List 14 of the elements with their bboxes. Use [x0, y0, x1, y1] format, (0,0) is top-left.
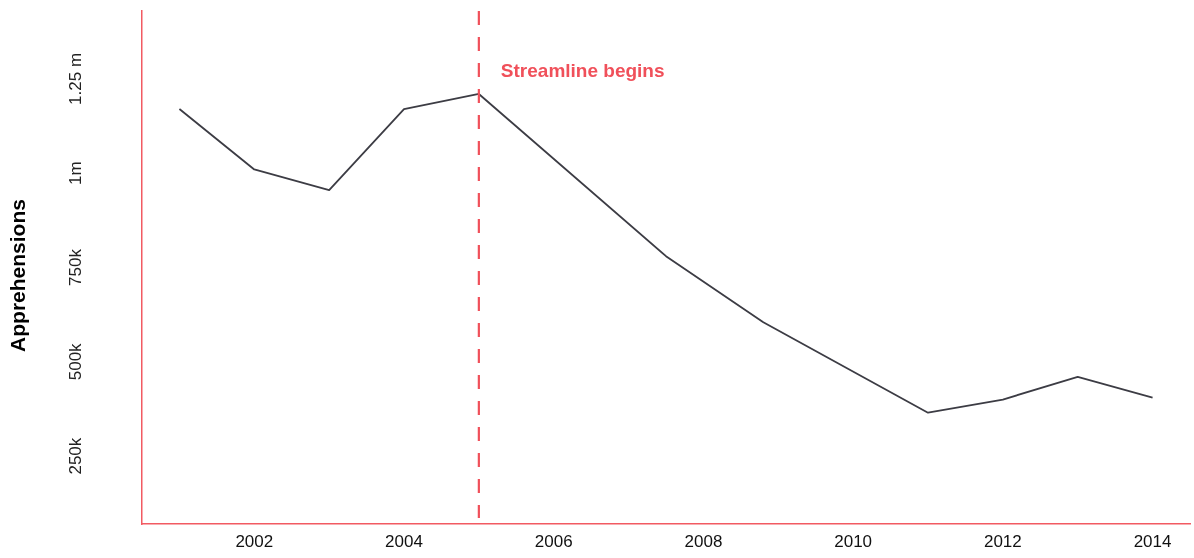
x-tick-label: 2004: [385, 531, 423, 551]
y-tick-label: 1m: [65, 161, 85, 186]
x-tick-label: 2010: [834, 531, 873, 551]
y-tick-label: 750k: [65, 248, 85, 286]
y-tick-label: 250k: [65, 437, 85, 475]
x-tick-label: 2002: [235, 531, 274, 551]
y-tick-label: 1.25 m: [65, 52, 85, 105]
y-axis-title: Apprehensions: [5, 199, 29, 352]
x-tick-label: 2012: [983, 531, 1022, 551]
y-tick-label: 500k: [65, 342, 85, 381]
x-tick-label: 2006: [534, 531, 573, 551]
x-tick-label: 2014: [1133, 531, 1172, 551]
x-tick-label: 2008: [684, 531, 723, 551]
ref-line-label: Streamline begins: [500, 60, 665, 82]
